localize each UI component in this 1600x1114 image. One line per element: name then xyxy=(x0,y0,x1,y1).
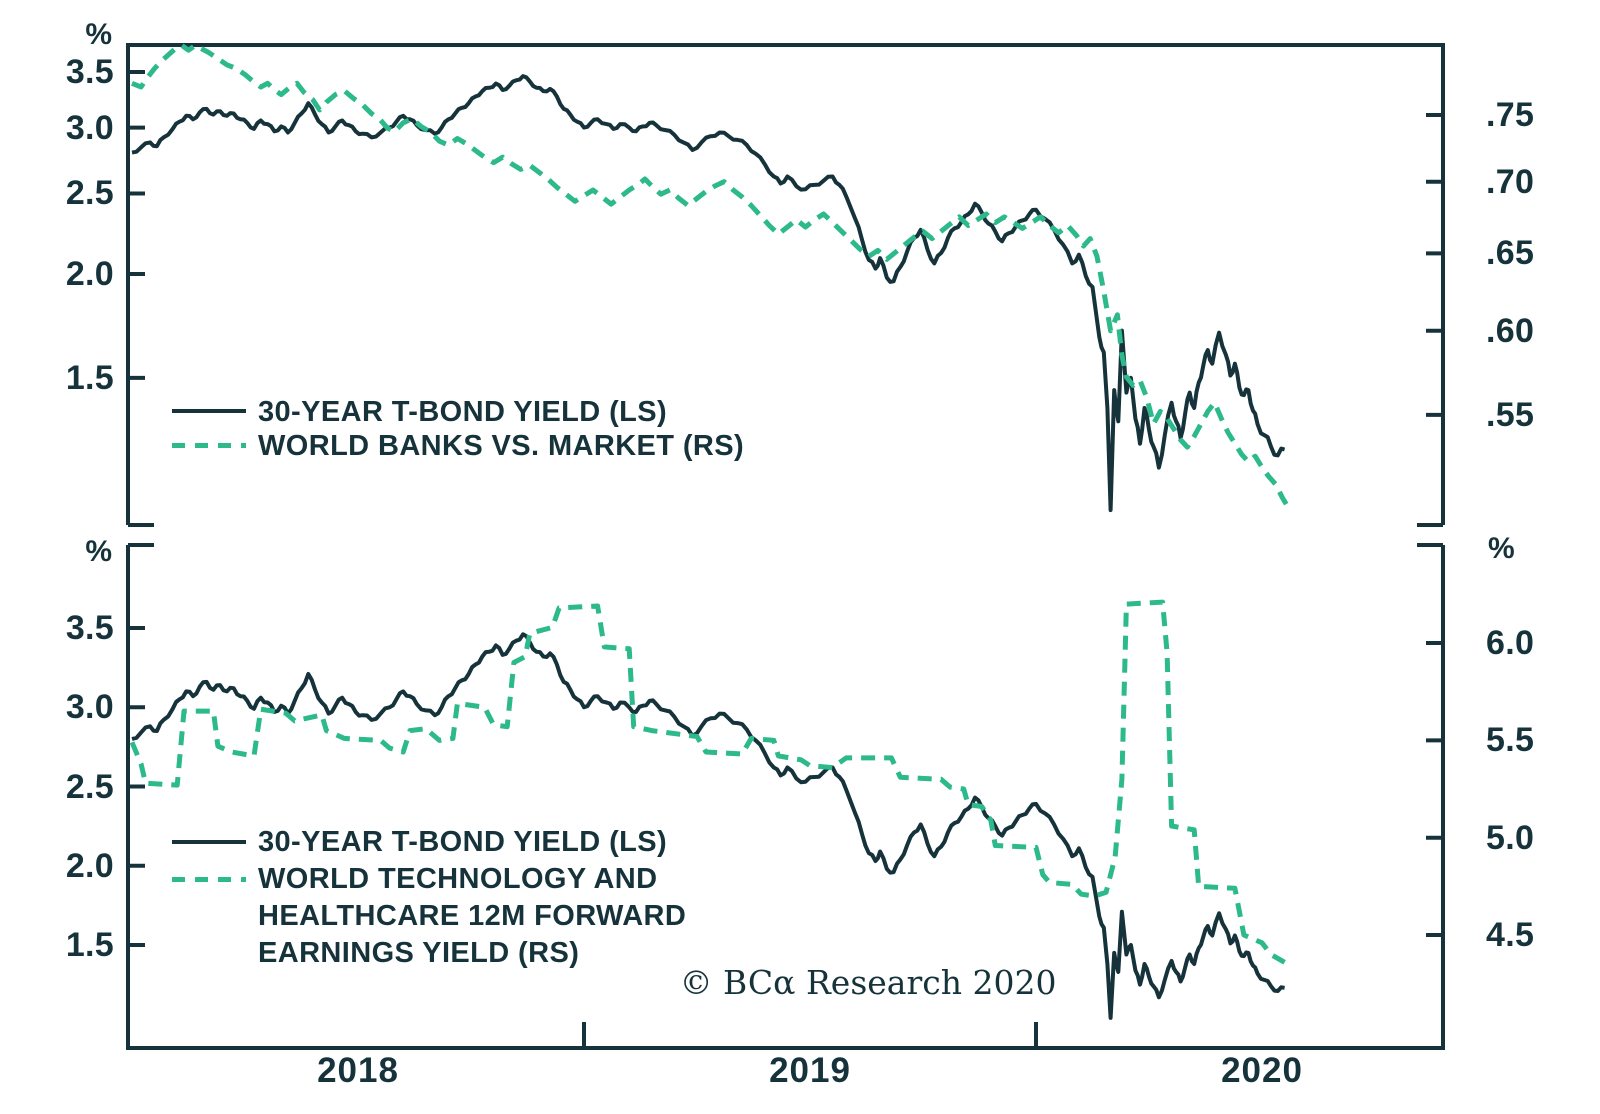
y-axis-tick-label: 2.0 xyxy=(65,846,114,885)
legend-label: WORLD TECHNOLOGY AND HEALTHCARE 12M FORW… xyxy=(258,863,687,969)
legend-label: 30-YEAR T-BOND YIELD (LS) xyxy=(258,396,668,428)
legend-top-panel: 30-YEAR T-BOND YIELD (LS) WORLD BANKS VS… xyxy=(172,395,744,463)
bottom-series-tbond-yield-line xyxy=(131,632,1285,1020)
y-axis-tick-label: .75 xyxy=(1486,96,1535,134)
y-axis-tick-label: 1.5 xyxy=(65,926,114,964)
y-axis-tick-label: .65 xyxy=(1486,234,1535,273)
y-axis-tick-label: 1.5 xyxy=(65,358,114,397)
panel-top-frame xyxy=(126,43,1445,527)
y-axis-tick-label: 6.0 xyxy=(1486,624,1535,662)
top-series-relative-series-line xyxy=(131,42,1292,511)
y-axis-tick-label: 3.0 xyxy=(65,108,114,147)
dashed-line-swatch-icon xyxy=(172,877,246,882)
top-series-tbond-yield-line xyxy=(131,74,1286,513)
y-axis-tick-label: 2.0 xyxy=(65,255,114,294)
y-axis-tick-label: 4.5 xyxy=(1486,916,1535,955)
y-axis-tick-label: 3.5 xyxy=(65,53,114,91)
bottom-right-axis-unit: % xyxy=(1488,532,1515,565)
y-axis-tick-label: 2.5 xyxy=(65,767,114,806)
legend-label: WORLD BANKS VS. MARKET (RS) xyxy=(258,430,745,462)
y-axis-tick-label: 3.0 xyxy=(65,688,114,727)
legend-item-tech-healthcare: WORLD TECHNOLOGY AND HEALTHCARE 12M FORW… xyxy=(172,861,686,972)
top-left-axis-unit: % xyxy=(85,18,112,51)
dashed-line-swatch-icon xyxy=(172,443,246,448)
x-axis-year-label: 2020 xyxy=(1221,1051,1303,1090)
legend-label: 30-YEAR T-BOND YIELD (LS) xyxy=(258,826,668,858)
x-axis-year-label: 2018 xyxy=(317,1051,399,1090)
solid-line-swatch-icon xyxy=(172,409,246,413)
y-axis-tick-label: 5.0 xyxy=(1486,818,1535,857)
solid-line-swatch-icon xyxy=(172,840,246,844)
y-axis-tick-label: 5.5 xyxy=(1486,721,1535,760)
panel-bottom-frame xyxy=(126,543,1445,1050)
legend-item-tbond: 30-YEAR T-BOND YIELD (LS) xyxy=(172,395,744,429)
copyright-note: © BCα Research 2020 xyxy=(679,963,1057,1002)
legend-item-tbond: 30-YEAR T-BOND YIELD (LS) xyxy=(172,824,686,861)
legend-bottom-panel: 30-YEAR T-BOND YIELD (LS) WORLD TECHNOLO… xyxy=(172,824,686,972)
y-axis-tick-label: 3.5 xyxy=(65,609,114,647)
bottom-series-relative-series-line xyxy=(129,599,1286,965)
y-axis-tick-label: 2.5 xyxy=(65,174,114,213)
bottom-left-axis-unit: % xyxy=(85,535,112,568)
y-axis-tick-label: .70 xyxy=(1486,162,1535,201)
legend-item-banks: WORLD BANKS VS. MARKET (RS) xyxy=(172,429,744,463)
y-axis-tick-label: .55 xyxy=(1486,395,1535,434)
y-axis-tick-label: .60 xyxy=(1486,311,1535,350)
x-axis-year-label: 2019 xyxy=(769,1051,851,1090)
